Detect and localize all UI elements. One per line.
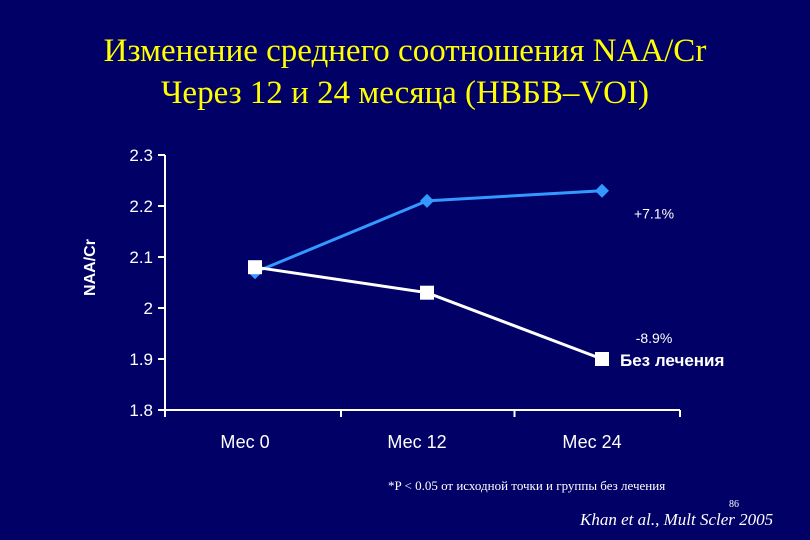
citation: Khan et al., Mult Scler 2005 bbox=[580, 510, 774, 529]
x-tick-label: Мес 24 bbox=[562, 432, 621, 452]
y-tick-label: 2.3 bbox=[129, 146, 153, 165]
title-line-1: Изменение среднего соотношения NAA/Cr bbox=[103, 33, 707, 69]
x-tick-label: Мес 0 bbox=[220, 432, 269, 452]
chart-labels: 1.8 1.9 2 2.1 2.2 2.3 Мес 0 Мес 12 Мес 24 NAA/Cr +… bbox=[82, 146, 724, 452]
series-line-2 bbox=[254, 265, 603, 361]
y-tick-label: 1.9 bbox=[129, 350, 153, 369]
footnote: *P < 0.05 от исходной точки и группы без… bbox=[388, 478, 666, 493]
y-tick-label: 1.8 bbox=[129, 401, 153, 420]
legend-label: Без лечения bbox=[620, 351, 724, 370]
diamond-marker bbox=[420, 193, 434, 208]
y-tick-label: 2.2 bbox=[129, 197, 153, 216]
y-tick-label: 2 bbox=[144, 299, 153, 318]
series-lines bbox=[254, 189, 603, 361]
series-change-label: -8.9% bbox=[636, 330, 673, 346]
y-axis-title: NAA/Cr bbox=[82, 239, 99, 296]
page-number: 86 bbox=[729, 499, 739, 510]
square-marker bbox=[595, 352, 609, 366]
series-change-label: +7.1% bbox=[634, 206, 674, 222]
diamond-marker bbox=[595, 183, 609, 198]
title-line-2: Через 12 и 24 месяца (НВБВ–VOI) bbox=[160, 75, 649, 111]
square-marker bbox=[420, 285, 434, 300]
square-marker bbox=[248, 260, 262, 275]
y-tick-label: 2.1 bbox=[129, 248, 153, 267]
chart-axes bbox=[158, 154, 681, 417]
series-markers bbox=[248, 183, 609, 366]
x-tick-label: Мес 12 bbox=[387, 432, 446, 452]
slide-title: Изменение среднего соотношения NAA/Cr Че… bbox=[0, 30, 810, 114]
